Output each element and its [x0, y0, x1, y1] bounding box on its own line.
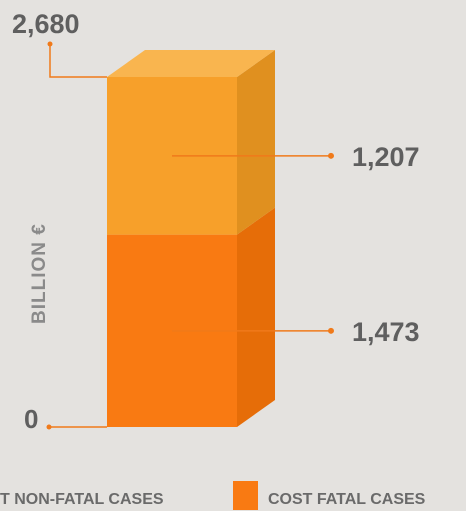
legend-swatch-fatal [233, 481, 258, 510]
total-leader-line [49, 44, 107, 78]
y-axis-label: BILLION € [29, 223, 50, 324]
total-label: 2,680 [12, 9, 80, 39]
bar-side-cost-non-fatal-cases [237, 50, 275, 235]
total-leader-dot [47, 41, 53, 47]
value-label-cost-fatal-cases: 1,473 [352, 317, 420, 347]
value-label-cost-non-fatal-cases: 1,207 [352, 142, 420, 172]
bar-side-cost-fatal-cases [237, 207, 275, 427]
leader-dot-cost-non-fatal-cases [328, 152, 334, 159]
legend-label-fatal: COST FATAL CASES [268, 491, 426, 508]
bar-top-face [107, 50, 275, 77]
zero-leader-dot [46, 424, 52, 430]
leader-dot-cost-fatal-cases [328, 327, 334, 334]
zero-label: 0 [24, 404, 38, 434]
legend-label-non-fatal: T NON-FATAL CASES [0, 491, 164, 508]
